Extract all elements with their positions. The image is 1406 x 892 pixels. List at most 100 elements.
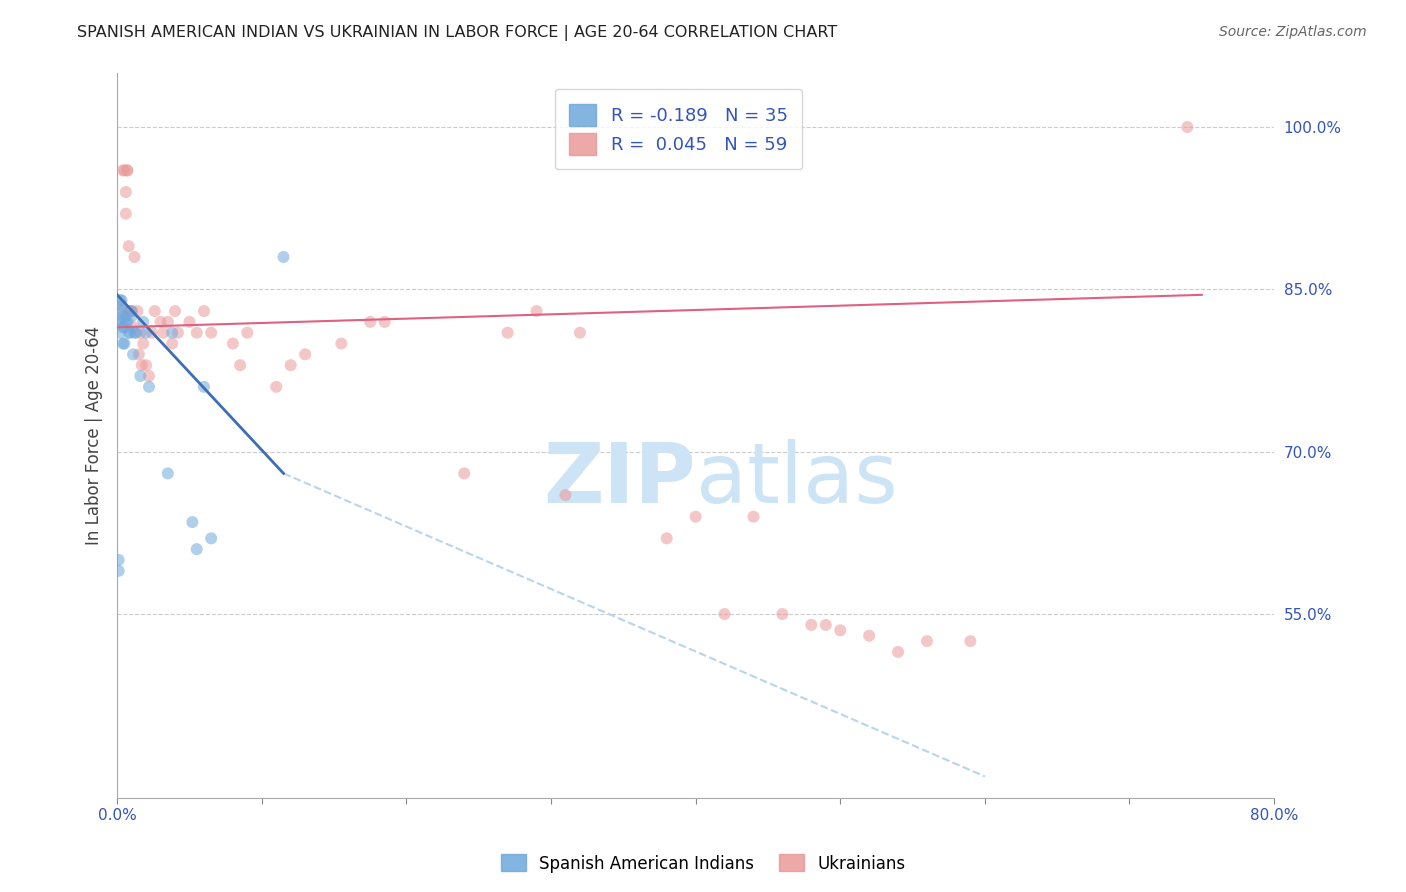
Point — [858, 629, 880, 643]
Point — [115, 207, 138, 221]
Point — [742, 509, 765, 524]
Point — [280, 358, 302, 372]
Point — [118, 326, 141, 340]
Point — [359, 315, 381, 329]
Point — [135, 358, 157, 372]
Point — [887, 645, 910, 659]
Point — [110, 304, 132, 318]
Point — [132, 336, 155, 351]
Point — [111, 320, 134, 334]
Point — [127, 304, 149, 318]
Point — [115, 185, 138, 199]
Point — [770, 607, 793, 621]
Legend: R = -0.189   N = 35, R =  0.045   N = 59: R = -0.189 N = 35, R = 0.045 N = 59 — [555, 89, 803, 169]
Point — [138, 369, 160, 384]
Point — [122, 320, 145, 334]
Point — [135, 326, 157, 340]
Point — [685, 509, 707, 524]
Point — [374, 315, 396, 329]
Point — [111, 163, 134, 178]
Text: Source: ZipAtlas.com: Source: ZipAtlas.com — [1219, 25, 1367, 39]
Point — [713, 607, 735, 621]
Point — [110, 315, 132, 329]
Point — [264, 380, 287, 394]
Point — [179, 315, 201, 329]
Point — [193, 304, 215, 318]
Point — [124, 250, 146, 264]
Point — [107, 564, 129, 578]
Y-axis label: In Labor Force | Age 20-64: In Labor Force | Age 20-64 — [86, 326, 103, 545]
Point — [830, 624, 852, 638]
Point — [110, 304, 132, 318]
Point — [800, 618, 823, 632]
Point — [186, 542, 208, 557]
Point — [554, 488, 576, 502]
Point — [181, 515, 204, 529]
Point — [186, 326, 208, 340]
Point — [115, 315, 138, 329]
Point — [118, 304, 141, 318]
Point — [273, 250, 295, 264]
Text: ZIP: ZIP — [543, 439, 696, 519]
Point — [959, 634, 981, 648]
Point — [156, 467, 179, 481]
Point — [121, 304, 143, 318]
Point — [125, 326, 148, 340]
Point — [160, 336, 183, 351]
Point — [236, 326, 259, 340]
Point — [568, 326, 591, 340]
Legend: Spanish American Indians, Ukrainians: Spanish American Indians, Ukrainians — [494, 847, 912, 880]
Point — [453, 467, 475, 481]
Point — [193, 380, 215, 394]
Point — [117, 163, 139, 178]
Point — [814, 618, 837, 632]
Point — [122, 347, 145, 361]
Point — [108, 293, 131, 308]
Point — [120, 326, 142, 340]
Point — [128, 347, 150, 361]
Point — [124, 326, 146, 340]
Point — [112, 163, 135, 178]
Point — [129, 369, 152, 384]
Point — [160, 326, 183, 340]
Point — [167, 326, 190, 340]
Point — [229, 358, 252, 372]
Point — [111, 310, 134, 324]
Point — [156, 315, 179, 329]
Point — [121, 310, 143, 324]
Text: SPANISH AMERICAN INDIAN VS UKRAINIAN IN LABOR FORCE | AGE 20-64 CORRELATION CHAR: SPANISH AMERICAN INDIAN VS UKRAINIAN IN … — [77, 25, 838, 41]
Point — [115, 310, 138, 324]
Point — [655, 532, 678, 546]
Point — [294, 347, 316, 361]
Point — [120, 304, 142, 318]
Point — [222, 336, 245, 351]
Point — [108, 326, 131, 340]
Point — [129, 326, 152, 340]
Point — [143, 304, 166, 318]
Point — [526, 304, 548, 318]
Point — [496, 326, 519, 340]
Point — [110, 293, 132, 308]
Point — [112, 320, 135, 334]
Point — [200, 326, 222, 340]
Point — [1175, 120, 1198, 134]
Point — [110, 299, 132, 313]
Point — [112, 336, 135, 351]
Point — [111, 336, 134, 351]
Point — [117, 163, 139, 178]
Point — [107, 553, 129, 567]
Point — [117, 315, 139, 329]
Point — [915, 634, 938, 648]
Point — [152, 326, 174, 340]
Point — [132, 315, 155, 329]
Point — [138, 380, 160, 394]
Text: atlas: atlas — [696, 439, 897, 519]
Point — [330, 336, 353, 351]
Point — [141, 326, 163, 340]
Point — [200, 532, 222, 546]
Point — [163, 304, 186, 318]
Point — [108, 315, 131, 329]
Point — [121, 304, 143, 318]
Point — [131, 358, 153, 372]
Point — [149, 315, 172, 329]
